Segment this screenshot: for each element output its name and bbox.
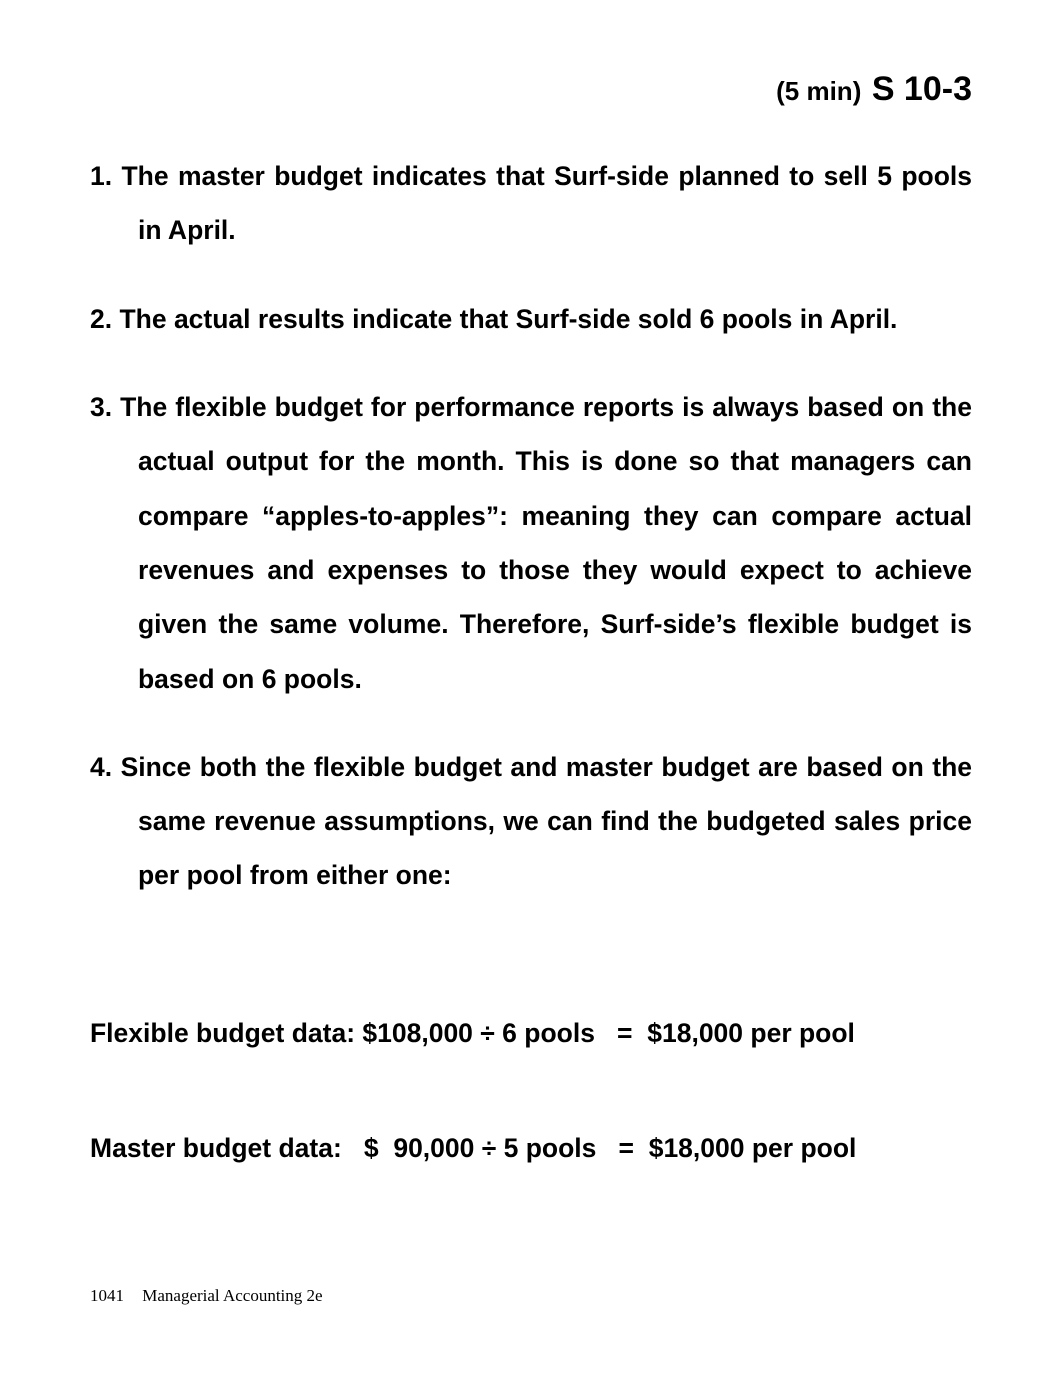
- answer-paragraph-1: 1. The master budget indicates that Surf…: [90, 149, 972, 258]
- answer-paragraph-3: 3. The flexible budget for performance r…: [90, 380, 972, 706]
- calculation-line-1: Flexible budget data: $108,000 ÷ 6 pools…: [90, 1014, 972, 1052]
- calculation-line-2: Master budget data: $ 90,000 ÷ 5 pools =…: [90, 1129, 972, 1167]
- book-title: Managerial Accounting 2e: [142, 1286, 322, 1305]
- answer-paragraph-2: 2. The actual results indicate that Surf…: [90, 292, 972, 346]
- exercise-code: S 10-3: [872, 70, 972, 108]
- calculation-block: Flexible budget data: $108,000 ÷ 6 pools…: [90, 937, 972, 1244]
- page: (5 min) S 10-3 1. The master budget indi…: [0, 0, 1062, 1376]
- time-estimate: (5 min): [776, 76, 861, 106]
- page-number: 1041: [90, 1286, 124, 1305]
- answer-paragraph-4: 4. Since both the flexible budget and ma…: [90, 740, 972, 903]
- page-footer: 1041 Managerial Accounting 2e: [90, 1286, 323, 1306]
- exercise-header: (5 min) S 10-3: [90, 70, 972, 109]
